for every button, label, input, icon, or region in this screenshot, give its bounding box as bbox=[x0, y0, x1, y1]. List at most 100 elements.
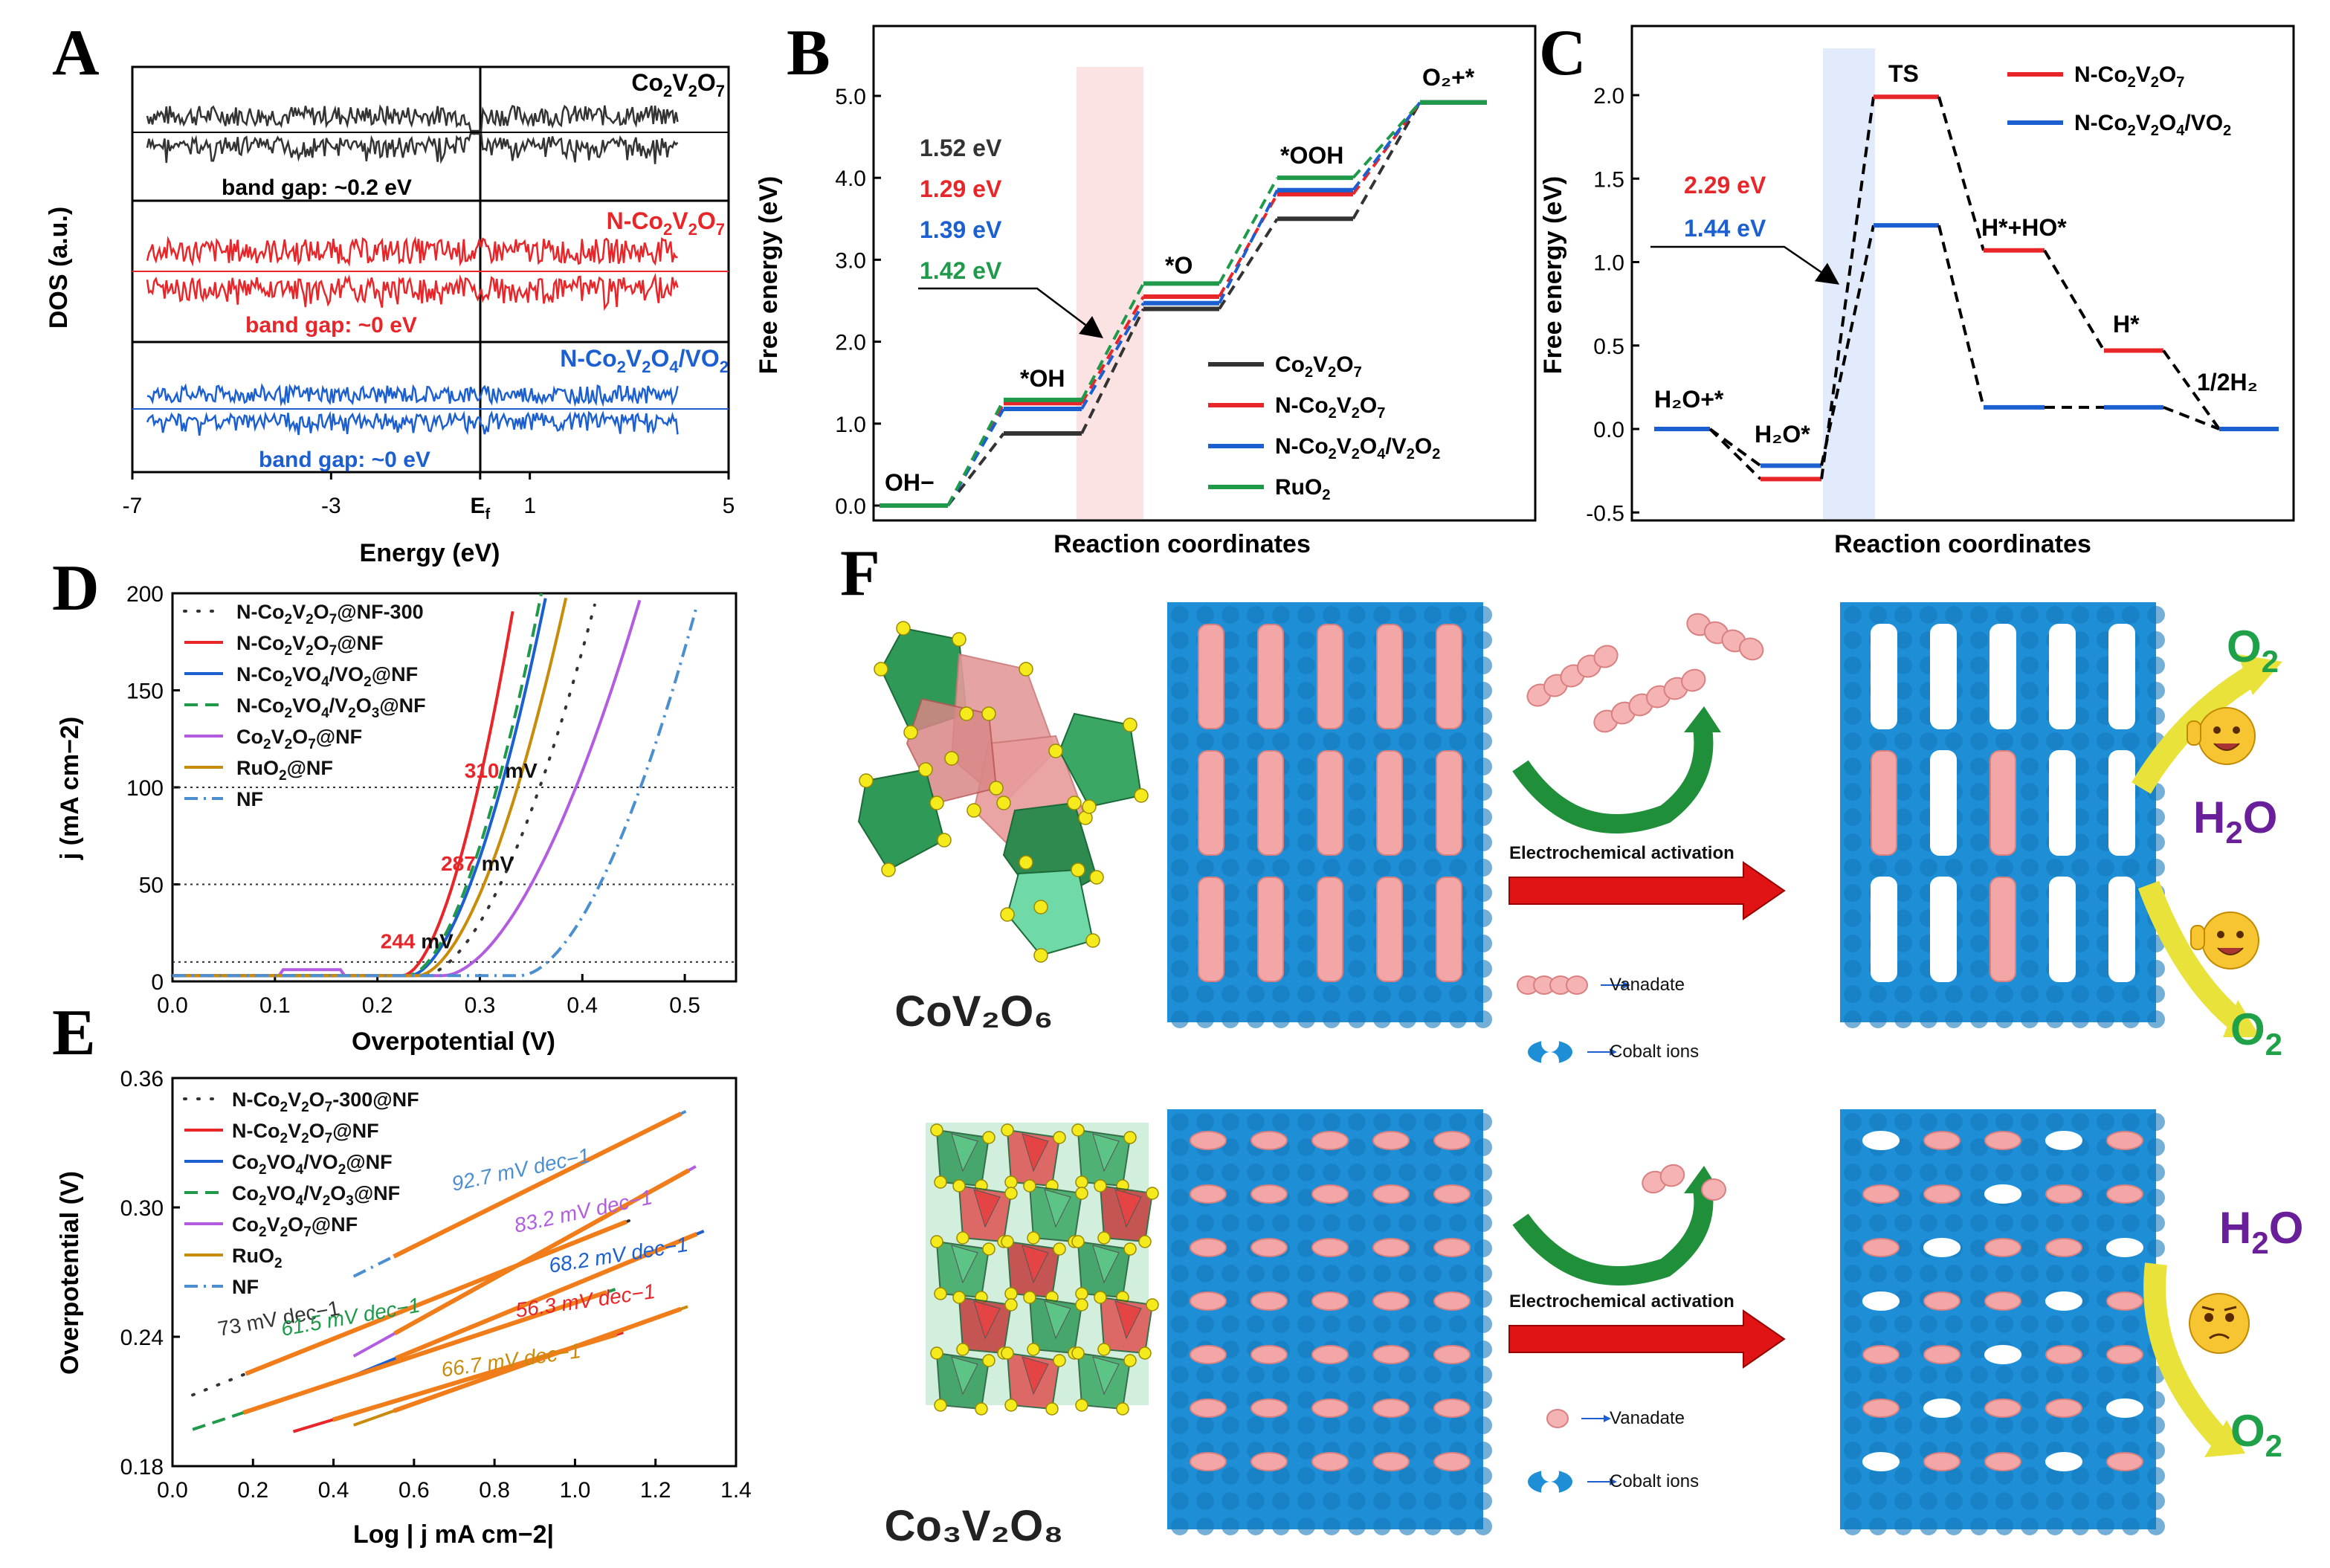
d-legend-label: N-Co2VO4/VO2@NF bbox=[236, 663, 418, 690]
d-y-tick-label: 50 bbox=[139, 874, 164, 898]
d-legend: N-Co2V2O7@NF-300 N-Co2V2O7@NF N-Co2VO4/VO2… bbox=[183, 601, 426, 810]
b-step-oh: OH− bbox=[885, 469, 935, 496]
d-legend-label: Co2V2O7@NF bbox=[236, 726, 362, 752]
c-step-ts: TS bbox=[1888, 60, 1919, 87]
b-x-label: Reaction coordinates bbox=[1053, 530, 1311, 558]
b-y-tick-label: 5.0 bbox=[835, 85, 866, 109]
panel-b-letter: B bbox=[787, 17, 830, 89]
dos-x-tick-label: 1 bbox=[523, 494, 536, 518]
e-x-tick-label: 0.6 bbox=[398, 1478, 430, 1503]
c-step-half-h2: 1/2H₂ bbox=[2197, 369, 2258, 396]
b-barrier-label-4: 1.42 eV bbox=[920, 257, 1002, 284]
e-tafel-label-n-co2v2o7: 56.3 mV dec−1 bbox=[514, 1280, 657, 1322]
e-legend-label: NF bbox=[232, 1276, 259, 1298]
b-connector-N-Co2V2O4/V2O2 bbox=[946, 407, 1005, 506]
dos-x-ticks: -7 -3 Ef 1 5 bbox=[123, 472, 735, 523]
e-plot-frame bbox=[171, 1077, 738, 1468]
b-barrier-label-3: 1.39 eV bbox=[920, 216, 1002, 243]
b-rds-highlight bbox=[1077, 67, 1143, 519]
d-legend-label: NF bbox=[236, 788, 263, 810]
d-legend-label: RuO2@NF bbox=[236, 757, 333, 784]
b-y-tick-label: 4.0 bbox=[835, 167, 866, 191]
b-y-tick-label: 1.0 bbox=[835, 413, 866, 437]
e-tafel-lines bbox=[191, 1109, 705, 1433]
crystal-structure-covo-top: CoV₂O₆ bbox=[857, 621, 1149, 1036]
o2-label-bottom: O2 bbox=[2230, 1406, 2282, 1463]
e-fit-Co2VO4/V2O3@NF bbox=[242, 1290, 608, 1415]
leached-vanadate bbox=[1526, 613, 1764, 1201]
panel-a-dos-chart: A DOS (a.u.) Energy (eV) -7 -3 Ef 1 5 Co2V2O… bbox=[45, 17, 735, 567]
leaching-arrow-bottom bbox=[1512, 1187, 1714, 1285]
e-legend-label: N-Co2V2O7@NF bbox=[232, 1120, 379, 1146]
e-y-tick-label: 0.24 bbox=[120, 1326, 164, 1350]
gap-text-n-co2v2o4-vo2: band gap: ~0 eV bbox=[259, 448, 430, 472]
d-y-tick-label: 0 bbox=[151, 970, 164, 995]
e-fit-N-Co2V2O7-300@NF bbox=[245, 1219, 627, 1376]
dos-y-label: DOS (a.u.) bbox=[45, 207, 73, 329]
oer-arrowhead-bottom bbox=[2204, 1420, 2245, 1457]
c-x-label: Reaction coordinates bbox=[1834, 530, 2091, 558]
dos-x-tick-label: 5 bbox=[723, 494, 735, 518]
b-connector-RuO2 bbox=[1352, 101, 1421, 179]
d-y-tick-label: 150 bbox=[126, 680, 164, 704]
d-x-tick-label: 0.1 bbox=[259, 993, 291, 1018]
panel-b-free-energy-chart: B 0.0 1.0 2.0 3.0 4.0 5.0 Free energy (eV) Re… bbox=[755, 17, 1537, 558]
e-axis-ticks: 0.0 0.2 0.4 0.6 0.8 1.0 1.2 1.4 0.18 0.24 0.30 0.36 bbox=[120, 1067, 752, 1503]
e-x-tick-label: 1.0 bbox=[560, 1478, 591, 1503]
e-x-tick-label: 0.0 bbox=[157, 1478, 188, 1503]
e-fit-Co2V2O7@NF bbox=[393, 1168, 691, 1336]
d-curve-N-Co2VO4/V2O3@NF bbox=[172, 593, 543, 978]
oer-arrow-mid bbox=[2137, 880, 2242, 1027]
e-x-tick-label: 1.2 bbox=[640, 1478, 671, 1503]
panel-a-letter: A bbox=[52, 17, 100, 89]
d-annotations: 310 mV 287 mV 244 mV bbox=[381, 759, 538, 953]
dos-label-n-co2v2o7: N-Co2V2O7 bbox=[607, 207, 725, 239]
b-barrier-label-2: 1.29 eV bbox=[920, 175, 1002, 202]
d-y-tick-label: 100 bbox=[126, 776, 164, 801]
b-connector-RuO2 bbox=[1080, 283, 1145, 401]
e-fit-Co2VO4/VO2@NF bbox=[395, 1232, 698, 1361]
e-y-tick-label: 0.30 bbox=[120, 1196, 164, 1221]
e-y-tick-label: 0.18 bbox=[120, 1455, 164, 1480]
b-legend-n-co2v2o4-v2o2: N-Co2V2O4/V2O2 bbox=[1275, 434, 1440, 462]
dos-label-co2v2o7: Co2V2O7 bbox=[631, 69, 725, 100]
c-energy-steps bbox=[1654, 94, 2279, 482]
dos-curve-n-co2v2o7 bbox=[146, 236, 679, 312]
b-legend-co2v2o7: Co2V2O7 bbox=[1275, 352, 1362, 381]
h2o-label-top: H2O bbox=[2193, 793, 2277, 850]
b-connector-N-Co2V2O4/V2O2 bbox=[1080, 302, 1145, 410]
oer-arrowhead-mid bbox=[2223, 1000, 2260, 1037]
d-curve-NF bbox=[172, 604, 699, 978]
lattice-activated-bottom bbox=[1840, 1109, 2165, 1535]
c-y-tick-label: 2.0 bbox=[1593, 84, 1624, 109]
b-connector-RuO2 bbox=[1218, 177, 1279, 285]
e-tafel-label-ruo2: 66.7 mV dec−1 bbox=[440, 1339, 583, 1381]
d-axis-ticks: 0.0 0.1 0.2 0.3 0.4 0.5 0 50 100 150 200 bbox=[126, 582, 700, 1018]
d-x-tick-label: 0.5 bbox=[669, 993, 700, 1018]
d-overpotential-label: 310 mV bbox=[465, 759, 538, 782]
e-y-label: Overpotential (V) bbox=[56, 1171, 84, 1375]
leaching-arrow-top bbox=[1512, 727, 1714, 833]
c-y-tick-label: 1.5 bbox=[1593, 167, 1624, 192]
c-y-tick-label: 0.0 bbox=[1593, 418, 1624, 442]
activation-label-bottom: Electrochemical activation bbox=[1509, 1291, 1734, 1311]
activation-arrow-top bbox=[1508, 861, 1786, 920]
b-y-tick-label: 3.0 bbox=[835, 248, 866, 273]
b-barrier-label-1: 1.52 eV bbox=[920, 135, 1002, 161]
panel-d-letter: D bbox=[52, 552, 100, 625]
dos-curve-n-co2v2o4-vo2 bbox=[146, 383, 679, 436]
e-legend: N-Co2V2O7-300@NF N-Co2V2O7@NF Co2VO4/VO2@N… bbox=[183, 1088, 419, 1298]
c-connector-N-Co2V2O4/VO2 bbox=[1708, 428, 1762, 468]
legend-vanadate-label-bottom: Vanadate bbox=[1610, 1408, 1685, 1428]
c-barrier-label-1: 2.29 eV bbox=[1684, 172, 1766, 199]
d-legend-label: N-Co2VO4/V2O3@NF bbox=[236, 694, 426, 721]
dos-curve-co2v2o7 bbox=[146, 104, 679, 164]
e-legend-label: Co2VO4/V2O3@NF bbox=[232, 1182, 400, 1209]
e-x-tick-label: 0.8 bbox=[479, 1478, 510, 1503]
legend-cobalt-bottom bbox=[1528, 1464, 1617, 1500]
c-step-h: H* bbox=[2113, 311, 2140, 338]
b-legend-ruo2: RuO2 bbox=[1275, 475, 1330, 503]
crystal-structure-co3v2o8-bottom: Co₃V₂O₈ bbox=[885, 1123, 1159, 1550]
c-y-ticks: -0.5 0.0 0.5 1.0 1.5 2.0 bbox=[1586, 84, 1639, 526]
